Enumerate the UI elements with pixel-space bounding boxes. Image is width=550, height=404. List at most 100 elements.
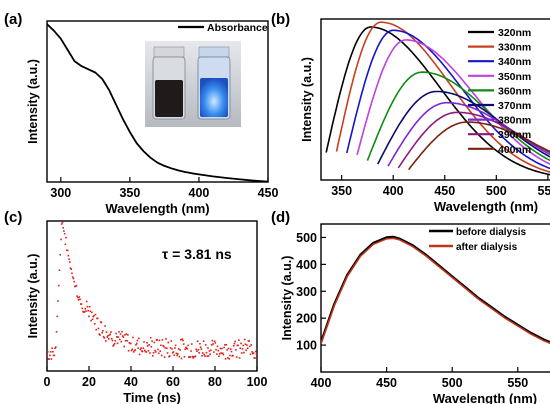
series-line-400nm: [408, 121, 550, 171]
data-point: [81, 307, 84, 310]
data-point: [238, 357, 241, 359]
data-point: [139, 348, 142, 351]
plot-frame: [46, 20, 269, 183]
data-point: [129, 342, 132, 345]
x-tick-label: 400: [311, 376, 332, 390]
data-point: [246, 344, 248, 346]
x-tick-label: 350: [331, 184, 352, 198]
x-tick-label: 80: [208, 375, 222, 389]
series-line-320nm: [325, 26, 550, 176]
x-axis-label: Time (ns): [123, 390, 181, 404]
x-axis-ticks: 400450500550600650: [311, 367, 528, 390]
data-point: [201, 355, 203, 357]
data-point: [112, 345, 114, 347]
y-tick-label: 400: [296, 258, 317, 272]
y-axis-label: Intensity (a.u.): [26, 254, 40, 339]
legend: Absorbance: [178, 22, 268, 34]
data-point: [63, 230, 65, 232]
data-point: [240, 352, 243, 354]
data-point: [135, 342, 138, 345]
data-point: [57, 284, 60, 287]
legend-label: 390nm: [498, 129, 531, 141]
data-point: [60, 223, 63, 225]
data-point: [68, 258, 70, 260]
plot-frame: [320, 18, 550, 181]
inset-photo: [145, 41, 241, 127]
data-point: [204, 355, 206, 357]
data-point: [78, 296, 81, 298]
data-point: [194, 355, 197, 358]
data-point: [58, 269, 61, 271]
y-axis-label: Intensity (a.u.): [26, 59, 40, 144]
data-point: [146, 341, 148, 344]
data-point: [71, 276, 74, 278]
data-point: [118, 338, 121, 341]
data-point: [254, 357, 256, 359]
data-point: [196, 350, 198, 352]
data-point: [154, 349, 156, 352]
data-point: [102, 336, 105, 338]
data-point: [91, 318, 94, 321]
data-point: [126, 340, 128, 342]
data-point: [104, 325, 106, 327]
data-point: [185, 346, 187, 349]
x-axis-label: Wavelength (nm): [433, 391, 537, 404]
x-axis-label: Wavelength (nm): [434, 199, 538, 214]
data-point: [250, 343, 253, 346]
data-point: [226, 349, 228, 351]
data-point: [216, 345, 219, 348]
series-line-340nm: [346, 29, 550, 170]
data-point: [113, 342, 116, 345]
data-point: [168, 355, 171, 357]
data-point: [138, 353, 141, 356]
data-point: [79, 298, 81, 301]
legend-label: Absorbance: [207, 22, 268, 34]
y-tick-label: 100: [296, 339, 317, 353]
data-point: [249, 345, 251, 348]
data-point: [85, 310, 87, 312]
data-point: [197, 349, 200, 351]
data-point: [111, 339, 114, 342]
data-point: [125, 333, 128, 335]
data-point: [138, 337, 140, 340]
data-point: [171, 348, 173, 350]
vial-cap: [198, 46, 230, 58]
data-point: [103, 337, 106, 339]
data-point: [221, 352, 224, 355]
legend-label: 400nm: [498, 144, 531, 156]
data-point: [116, 342, 119, 345]
y-tick-label: 300: [296, 285, 317, 299]
series-line-after-dialysis: [321, 237, 550, 345]
data-point: [233, 342, 236, 345]
panel-label: (c): [4, 209, 22, 226]
data-point: [215, 348, 217, 351]
data-point: [149, 352, 151, 354]
series-lines: [47, 23, 268, 182]
data-point: [49, 354, 51, 357]
data-point: [218, 355, 220, 358]
data-point: [174, 347, 176, 349]
data-point: [118, 331, 120, 333]
data-point: [255, 353, 257, 355]
data-point: [223, 346, 225, 349]
data-point: [102, 330, 104, 332]
data-point: [207, 355, 210, 357]
data-point: [69, 267, 72, 270]
data-point: [243, 351, 245, 354]
data-point: [121, 330, 123, 333]
data-point: [143, 341, 145, 343]
legend-label: 360nm: [498, 85, 531, 97]
data-point: [136, 339, 139, 342]
data-point: [61, 221, 64, 224]
data-point: [132, 351, 135, 353]
data-point: [209, 353, 211, 355]
data-point: [113, 344, 115, 346]
data-point: [91, 311, 93, 314]
data-point: [107, 338, 110, 340]
data-point: [92, 315, 95, 318]
data-point: [145, 351, 148, 353]
data-point: [248, 340, 250, 342]
y-tick-label: 500: [296, 231, 317, 245]
data-point: [243, 338, 246, 341]
data-point: [49, 351, 52, 353]
